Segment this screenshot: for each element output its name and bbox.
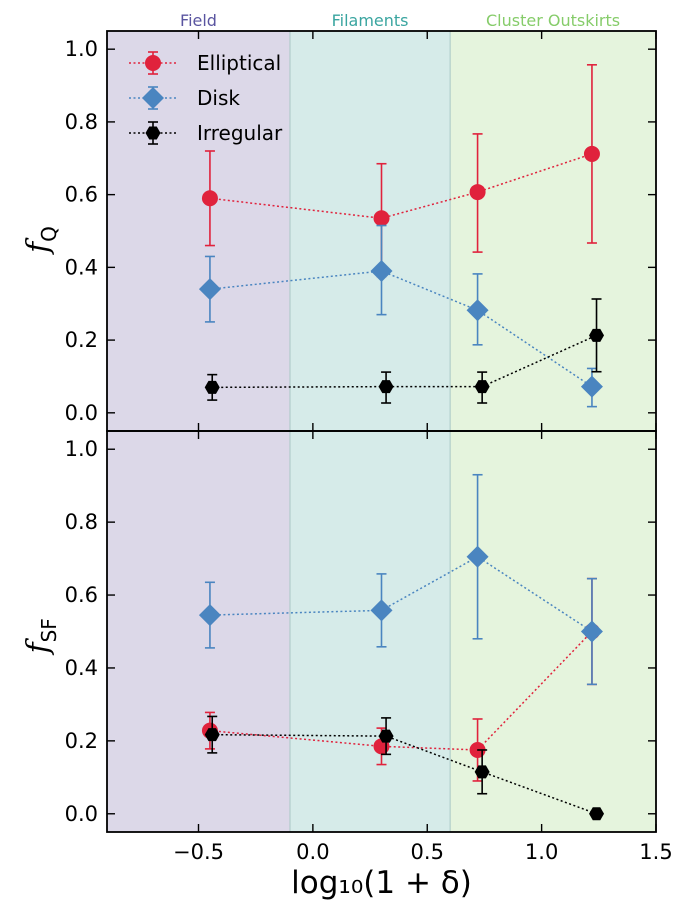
y-tick-label: 0.8 [65,510,98,534]
data-point [580,620,603,643]
legend-marker [142,87,164,109]
x-tick-label: 1.5 [639,840,672,864]
legend-label: Disk [197,86,240,110]
data-point [204,380,220,394]
region-labels: Field Filaments Cluster Outskirts [180,11,620,30]
data-point [580,375,603,398]
series-line [209,153,593,220]
y-tick-label: 0.4 [65,656,98,680]
data-point [198,604,221,627]
region-label: Field [180,11,217,30]
data-point [589,807,605,821]
data-point [201,190,218,207]
series-elliptical [201,64,600,278]
data-point [474,765,490,779]
legend-marker [145,55,161,71]
data-point [469,184,486,201]
legend-entry: Disk [129,86,240,110]
y-tick-label: 0.6 [65,583,98,607]
legend-label: Irregular [197,121,283,145]
region-label: Filaments [332,11,409,30]
legend-marker [145,126,161,140]
y-tick-label: 0.2 [65,729,98,753]
legend-entry: Elliptical [129,51,281,75]
series-line [209,555,593,633]
y-tick-label: 0.2 [65,328,98,352]
data-point [466,545,489,568]
legend-label: Elliptical [197,51,281,75]
data-point [373,210,390,227]
data-point [378,380,394,394]
y-tick-label: 1.0 [65,437,98,461]
series-disk [198,473,603,686]
y-tick-label: 0.6 [65,183,98,207]
series-irregular [204,298,605,404]
legend-entry: Irregular [129,121,283,145]
y-tick-label: 0.0 [65,401,98,425]
series-line [209,630,593,751]
data-point [370,260,393,282]
axes-frame [106,430,657,833]
region-label: Cluster Outskirts [486,11,620,30]
y-axis-label: fQ [21,226,61,255]
data-point [198,278,221,301]
data-point [466,299,489,322]
data-point [589,328,605,342]
series-disk [198,224,603,408]
y-tick-label: 0.8 [65,110,98,134]
y-tick-label: 0.4 [65,255,98,279]
x-tick-label: 0.5 [411,840,444,864]
y-axis-label-subscript: SF [37,618,61,642]
x-axis-label: log₁₀(1 + δ) [291,865,472,901]
y-tick-label: 0.0 [65,802,98,826]
x-tick-label: 0.0 [296,840,329,864]
data-point [204,728,220,742]
y-axis-label-subscript: Q [37,226,61,242]
x-tick-label: 1.0 [525,840,558,864]
top-panel: 0.0 0.2 0.4 0.6 0.8 1.0 fQ [21,30,657,432]
y-axis-label: fSF [21,618,61,655]
y-tick-label: 1.0 [65,37,98,61]
x-tick-label: −0.5 [173,840,224,864]
data-point [583,145,600,162]
data-point [378,729,394,743]
series-line [212,733,597,815]
data-point [370,599,393,622]
legend: Elliptical Disk Irregular [129,51,283,145]
series-line [209,270,593,388]
series-line [212,334,597,389]
series-irregular [204,715,605,821]
data-point [474,380,490,394]
